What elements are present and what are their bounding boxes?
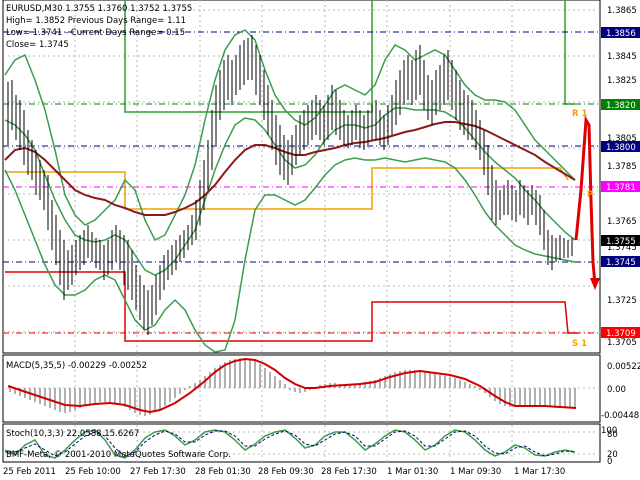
high-line: High= 1.3852 Previous Days Range= 1.11 (6, 16, 186, 26)
price-tick: 1.3745 (607, 243, 637, 253)
marker-7-label: 1.3709 (606, 329, 636, 339)
main-chart-frame (2, 0, 601, 354)
stoch-main-line (4, 429, 576, 459)
marker-5-bg (601, 235, 640, 246)
marker-lines (3, 31, 600, 334)
macd-tick: 0.00 (607, 385, 626, 395)
chart-header: EURUSD,M30 1.3755 1.3760 1.3752 1.3755 H… (6, 4, 192, 50)
price-bars (7, 35, 573, 335)
forecast-arrow (590, 278, 600, 290)
price-tick: 1.3865 (607, 6, 637, 16)
pivot-level-line (5, 167, 569, 210)
stoch-frame (2, 423, 601, 463)
price-markers: 1.3856 1.3820 1.3800 1.3781 1.3755 1.374… (601, 27, 640, 339)
price-tick: 1.3825 (607, 76, 637, 86)
symbol-line: EURUSD,M30 1.3755 1.3760 1.3752 1.3755 (6, 4, 192, 14)
time-axis: 25 Feb 2011 25 Feb 10:00 27 Feb 17:30 28… (3, 467, 565, 477)
pivot-tag: P (587, 190, 593, 200)
marker-3-bg (601, 141, 640, 152)
price-tick: 1.3725 (607, 296, 637, 306)
time-tick: 28 Feb 17:30 (321, 467, 377, 477)
stoch-tick: 100 (601, 426, 617, 436)
price-tick: 1.3845 (607, 52, 637, 62)
macd-signal-line (7, 357, 577, 414)
marker-6-label: 1.3745 (606, 258, 636, 268)
stoch-tick: 0 (607, 457, 612, 467)
price-tick: 1.3785 (607, 162, 637, 172)
marker-7-bg (601, 327, 640, 338)
marker-6-bg (601, 256, 640, 267)
r1-level-line (124, 0, 373, 113)
marker-4-bg (601, 181, 640, 192)
close-line: Close= 1.3745 (6, 40, 69, 50)
time-tick: 28 Feb 09:30 (258, 467, 314, 477)
forecast-line (574, 115, 597, 286)
time-tick: 25 Feb 10:00 (65, 467, 121, 477)
time-tick: 1 Mar 01:30 (387, 467, 438, 477)
macd-tick: 0.00522 (607, 362, 640, 372)
s1-level-line (5, 271, 578, 342)
time-tick: 25 Feb 2011 (3, 467, 56, 477)
stoch-signal-line (5, 430, 576, 457)
time-tick: 1 Mar 17:30 (514, 467, 565, 477)
marker-2-label: 1.3820 (606, 101, 636, 111)
s1-tag: S 1 (572, 339, 587, 349)
r1-tag: R 1 (572, 109, 588, 119)
low-line: Low= 1.3741 - Current Days Range= 0.15 (6, 28, 185, 38)
macd-label: MACD(5,35,5) -0.00229 -0.00252 (6, 361, 147, 371)
price-axis: 1.3865 1.3845 1.3825 1.3805 1.3785 1.376… (607, 6, 637, 348)
marker-1-label: 1.3856 (606, 29, 636, 39)
stoch-label: Stoch(10,3,3) 22.0588 15.6267 (6, 429, 139, 439)
stoch-tick: 20 (607, 450, 618, 460)
watermark: BMF-Meta, © 2001-2010 MetaQuotes Softwar… (6, 450, 231, 460)
time-tick: 27 Feb 17:30 (130, 467, 186, 477)
stoch-tick: 80 (607, 430, 618, 440)
bollinger-lower (4, 157, 576, 353)
marker-3-label: 1.3800 (606, 143, 636, 153)
macd-tick: -0.00448 (601, 411, 639, 421)
bollinger-upper (4, 29, 576, 242)
time-tick: 28 Feb 01:30 (195, 467, 251, 477)
marker-2-bg (601, 99, 640, 110)
marker-1-bg (601, 27, 640, 38)
time-tick: 1 Mar 09:30 (450, 467, 501, 477)
marker-5-label: 1.3755 (606, 237, 636, 247)
marker-4-label: 1.3781 (606, 183, 636, 193)
price-tick: 1.3805 (607, 134, 637, 144)
price-tick: 1.3705 (607, 338, 637, 348)
price-tick: 1.3765 (607, 217, 637, 227)
